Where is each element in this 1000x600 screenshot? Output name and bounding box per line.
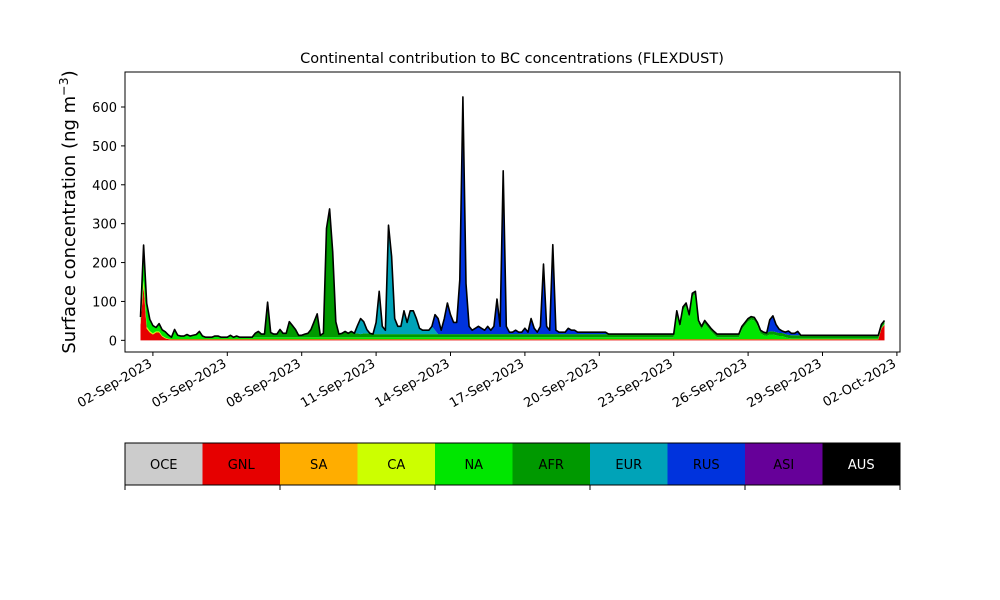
y-tick-label: 600: [92, 101, 117, 116]
x-tick-label: 17-Sep-2023: [447, 356, 527, 411]
x-tick-label: 08-Sep-2023: [224, 356, 304, 411]
x-tick-label: 11-Sep-2023: [298, 356, 378, 411]
legend-label-eur: EUR: [615, 458, 642, 473]
chart-title: Continental contribution to BC concentra…: [300, 51, 724, 67]
plot-frame: [124, 71, 901, 353]
stacked-area-plot: [140, 96, 885, 341]
legend-swatch-oce: [125, 443, 203, 485]
legend-swatch-ca: [357, 443, 436, 485]
legend-label-oce: OCE: [150, 458, 178, 473]
legend-swatch-sa: [280, 443, 358, 485]
area-asi: [140, 96, 885, 338]
x-tick-label: 05-Sep-2023: [149, 356, 229, 411]
legend-label-ca: CA: [387, 458, 405, 473]
legend-label-rus: RUS: [693, 458, 720, 473]
y-axis-label: Surface concentration (ng m−3): [56, 70, 80, 353]
total-line: [139, 96, 886, 339]
legend-label-afr: AFR: [539, 458, 564, 473]
legend-swatch-afr: [512, 443, 591, 485]
legend-label-sa: SA: [310, 458, 327, 473]
legend-label-gnl: GNL: [228, 458, 256, 473]
y-tick-label: 300: [92, 218, 117, 233]
y-tick-label: 200: [92, 257, 117, 272]
legend-swatch-asi: [745, 443, 823, 485]
y-tick-label: 400: [92, 179, 117, 194]
legend-frame: [124, 442, 901, 486]
legend-label-asi: ASI: [773, 458, 794, 473]
x-tick-label: 29-Sep-2023: [745, 356, 825, 411]
legend-swatch-eur: [590, 443, 668, 485]
x-tick-label: 23-Sep-2023: [596, 356, 676, 411]
legend-swatch-na: [435, 443, 513, 485]
area-aus: [140, 96, 885, 338]
area-rus: [140, 96, 885, 338]
x-axis: 02-Sep-202305-Sep-202308-Sep-202311-Sep-…: [75, 352, 899, 411]
legend-label-aus: AUS: [848, 458, 875, 473]
x-tick-label: 26-Sep-2023: [670, 356, 750, 411]
x-tick-label: 02-Sep-2023: [75, 356, 155, 411]
legend-colorbar: OCE GNL SA CA NA AFR EUR RUS ASI AUS: [124, 442, 901, 490]
legend-swatch-aus: [822, 443, 901, 485]
legend-swatch-rus: [667, 443, 746, 485]
x-tick-label: 14-Sep-2023: [373, 356, 453, 411]
y-tick-label: 500: [92, 140, 117, 155]
y-tick-label: 0: [109, 334, 117, 349]
x-tick-label: 02-Oct-2023: [821, 356, 899, 410]
legend-swatch-gnl: [202, 443, 281, 485]
y-tick-label: 100: [92, 295, 117, 310]
total-outline: [139, 96, 886, 339]
legend-label-na: NA: [464, 458, 483, 473]
x-tick-label: 20-Sep-2023: [521, 356, 601, 411]
y-axis: 0 100 200 300 400 500 600: [92, 101, 125, 349]
